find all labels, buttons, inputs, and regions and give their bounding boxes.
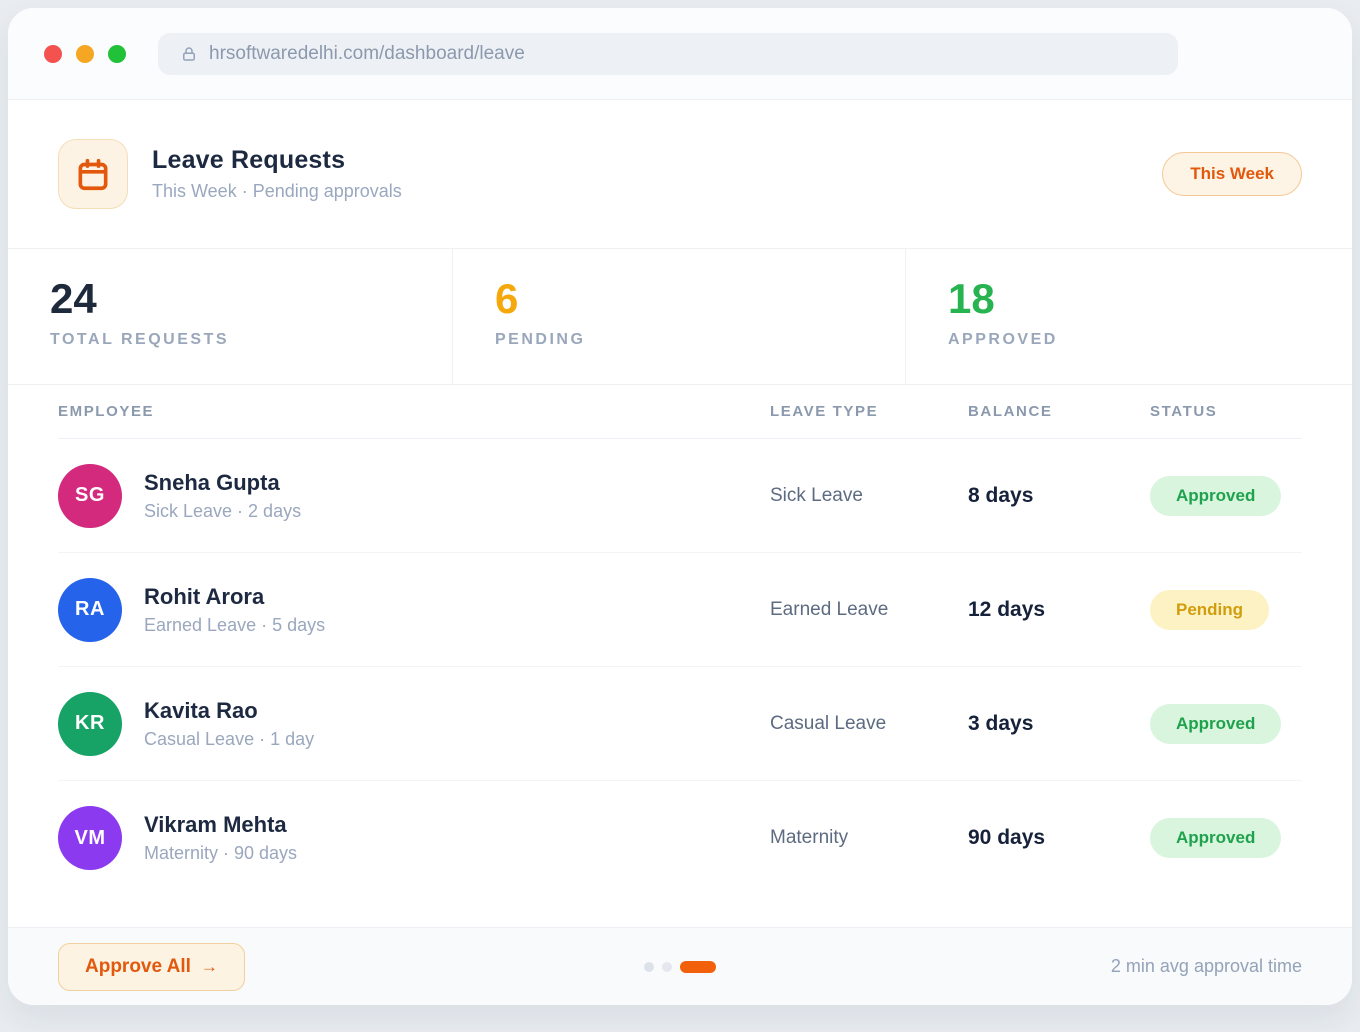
employee-cell: RA Rohit Arora Earned Leave · 5 days <box>58 577 770 642</box>
status-badge: Approved <box>1150 475 1282 516</box>
employee-summary: Casual Leave · 1 day <box>144 728 315 749</box>
page-dot[interactable] <box>644 961 654 972</box>
employee-name: Sneha Gupta <box>144 469 280 495</box>
employee-name: Vikram Mehta <box>144 812 287 837</box>
arrow-right-icon: → <box>200 956 218 976</box>
employee-summary: Sick Leave · 2 days <box>144 500 302 521</box>
window-controls <box>44 44 126 63</box>
this-week-badge[interactable]: This Week <box>1162 152 1302 196</box>
leave-requests-table: EMPLOYEE LEAVE TYPE BALANCE STATUS SG Sn… <box>8 385 1352 927</box>
maximize-window-button[interactable] <box>108 44 126 63</box>
stat-value: 18 <box>948 275 995 322</box>
status-cell: Approved <box>1150 703 1302 744</box>
page-title: Leave Requests <box>152 146 346 174</box>
balance-cell: 12 days <box>968 597 1046 621</box>
close-window-button[interactable] <box>44 44 62 63</box>
table-header-row: EMPLOYEE LEAVE TYPE BALANCE STATUS <box>58 385 1302 439</box>
footer-bar: Approve All → 2 min avg approval time <box>8 927 1352 1005</box>
stat-label: PENDING <box>495 331 586 349</box>
employee-name: Rohit Arora <box>144 583 265 609</box>
status-badge: Approved <box>1150 703 1282 744</box>
approve-all-label: Approve All <box>85 955 191 977</box>
page-dot[interactable] <box>662 961 672 972</box>
column-header-employee: EMPLOYEE <box>58 403 155 420</box>
status-badge: Approved <box>1150 818 1282 858</box>
employee-cell: VM Vikram Mehta Maternity · 90 days <box>58 806 770 870</box>
leave-type-cell: Maternity <box>770 827 849 848</box>
column-header-leave-type: LEAVE TYPE <box>770 403 879 420</box>
employee-summary: Earned Leave · 5 days <box>144 614 326 635</box>
table-row[interactable]: SG Sneha Gupta Sick Leave · 2 days Sick … <box>58 439 1302 553</box>
page-header: Leave Requests This Week · Pending appro… <box>8 100 1352 248</box>
header-text: Leave Requests This Week · Pending appro… <box>152 146 402 202</box>
avg-approval-time: 2 min avg approval time <box>1110 956 1302 976</box>
employee-text: Rohit Arora Earned Leave · 5 days <box>144 584 325 636</box>
calendar-icon <box>78 158 108 191</box>
leave-type-cell: Casual Leave <box>770 712 887 734</box>
avatar: VM <box>58 806 122 870</box>
balance-cell: 90 days <box>968 826 1046 849</box>
leave-type-cell: Sick Leave <box>770 484 863 506</box>
column-header-balance: BALANCE <box>968 403 1053 420</box>
stat-label: APPROVED <box>948 331 1058 349</box>
status-cell: Approved <box>1150 818 1302 858</box>
url-text: hrsoftwaredelhi.com/dashboard/leave <box>209 42 525 64</box>
status-cell: Approved <box>1150 475 1302 516</box>
balance-cell: 3 days <box>968 711 1034 735</box>
stat-approved: 18 APPROVED <box>905 249 1352 384</box>
stat-pending: 6 PENDING <box>452 249 905 384</box>
stat-value: 6 <box>495 275 519 322</box>
page-subtitle: This Week · Pending approvals <box>152 181 402 201</box>
avatar: KR <box>58 691 122 756</box>
employee-text: Kavita Rao Casual Leave · 1 day <box>144 698 314 750</box>
stat-total-requests: 24 TOTAL REQUESTS <box>8 249 452 384</box>
column-header-status: STATUS <box>1150 403 1218 420</box>
pagination-dots <box>644 960 716 973</box>
approve-all-button[interactable]: Approve All → <box>58 942 245 991</box>
lock-icon <box>183 46 195 61</box>
table-row[interactable]: KR Kavita Rao Casual Leave · 1 day Casua… <box>58 667 1302 781</box>
browser-chrome: hrsoftwaredelhi.com/dashboard/leave <box>8 8 1352 100</box>
employee-summary: Maternity · 90 days <box>144 843 298 863</box>
stats-row: 24 TOTAL REQUESTS 6 PENDING 18 APPROVED <box>8 248 1352 385</box>
avatar: RA <box>58 577 122 642</box>
stat-label: TOTAL REQUESTS <box>50 331 230 349</box>
leave-type-cell: Earned Leave <box>770 598 889 620</box>
employee-text: Vikram Mehta Maternity · 90 days <box>144 812 297 864</box>
stat-value: 24 <box>50 275 97 322</box>
table-row[interactable]: VM Vikram Mehta Maternity · 90 days Mate… <box>58 781 1302 895</box>
calendar-icon-box <box>58 139 128 209</box>
avatar: SG <box>58 463 122 528</box>
page-dot-active[interactable] <box>680 960 716 973</box>
employee-name: Kavita Rao <box>144 697 258 723</box>
minimize-window-button[interactable] <box>76 44 94 63</box>
browser-window: hrsoftwaredelhi.com/dashboard/leave Leav… <box>8 8 1352 1005</box>
employee-text: Sneha Gupta Sick Leave · 2 days <box>144 470 301 522</box>
address-bar[interactable]: hrsoftwaredelhi.com/dashboard/leave <box>158 32 1178 75</box>
balance-cell: 8 days <box>968 483 1034 507</box>
employee-cell: SG Sneha Gupta Sick Leave · 2 days <box>58 463 770 528</box>
status-cell: Pending <box>1150 589 1302 630</box>
employee-cell: KR Kavita Rao Casual Leave · 1 day <box>58 691 770 756</box>
table-row[interactable]: RA Rohit Arora Earned Leave · 5 days Ear… <box>58 553 1302 667</box>
status-badge: Pending <box>1150 589 1270 630</box>
